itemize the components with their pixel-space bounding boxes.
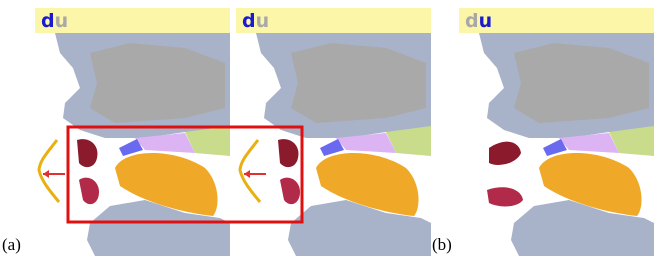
figure: dududu (a) (b) [0, 0, 654, 256]
syllable-letter: u [256, 10, 270, 32]
vocal-tract [236, 8, 431, 256]
syllable-letter: u [55, 10, 69, 32]
vocal-tract [459, 8, 654, 256]
panel: du [459, 8, 654, 256]
syllable: du [41, 10, 68, 32]
panel: du [236, 8, 431, 256]
syllable: du [242, 10, 269, 32]
syllable: du [465, 10, 492, 32]
panel-label: (a) [2, 235, 21, 254]
panel: du [35, 8, 230, 256]
syllable-letter: d [465, 10, 479, 32]
vocal-tract [35, 8, 230, 256]
panel-label: (b) [432, 235, 452, 254]
syllable-letter: u [479, 10, 493, 32]
syllable-letter: d [242, 10, 256, 32]
syllable-letter: d [41, 10, 55, 32]
